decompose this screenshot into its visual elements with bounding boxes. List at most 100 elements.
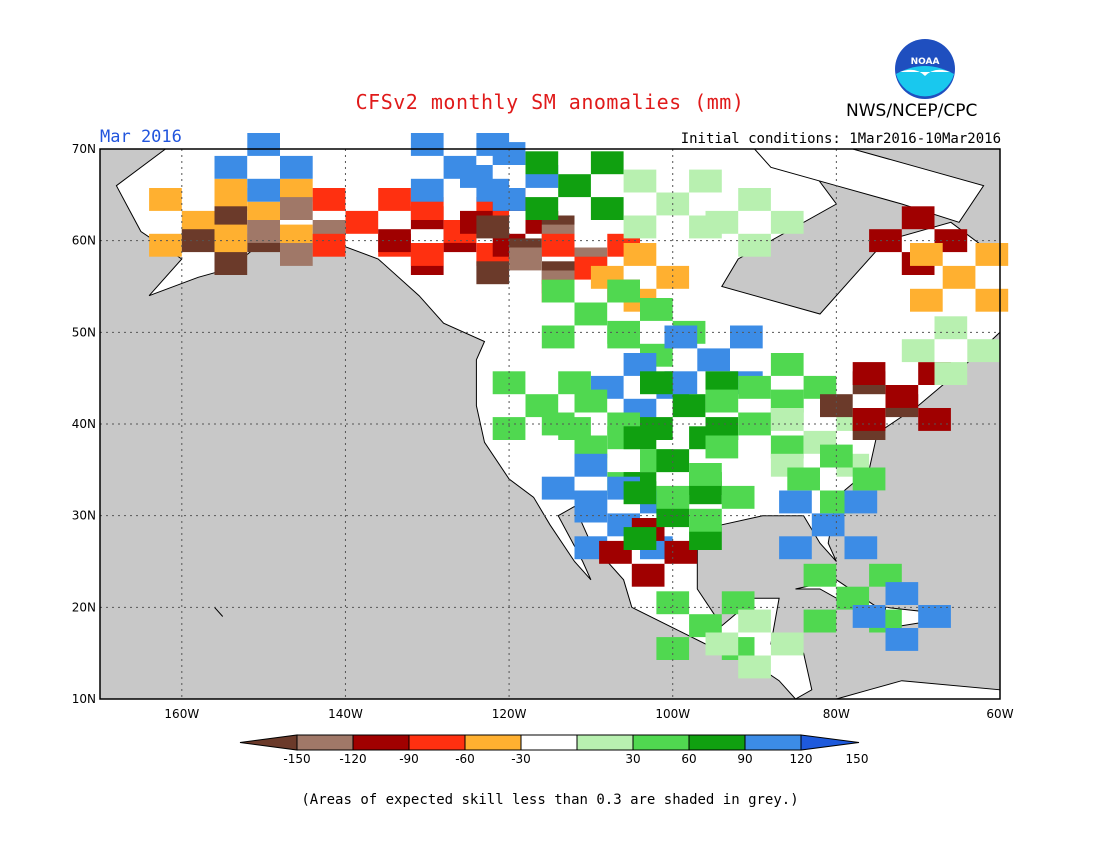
anomaly-cell [181, 229, 215, 253]
anomaly-cell [918, 605, 951, 628]
anomaly-cell [705, 371, 739, 395]
anomaly-cell [623, 481, 657, 505]
anomaly-cell [721, 485, 755, 509]
lat-label: 40N [72, 417, 96, 431]
anomaly-cell [214, 206, 248, 230]
anomaly-cell [492, 142, 526, 165]
anomaly-cell [689, 481, 722, 505]
lon-label: 140W [328, 707, 363, 721]
lat-label: 10N [72, 692, 96, 706]
anomaly-cell [689, 169, 722, 193]
anomaly-cell [844, 490, 878, 514]
anomaly-cell [525, 197, 559, 220]
anomaly-cell [738, 609, 771, 633]
colorbar-tick-label: 90 [737, 752, 752, 766]
anomaly-cell [664, 325, 698, 349]
anomaly-cell [623, 243, 657, 266]
anomaly-cell [410, 243, 444, 266]
anomaly-cell [770, 408, 804, 431]
anomaly-cell [779, 536, 812, 560]
anomaly-cell [631, 563, 665, 587]
colorbar-tick-label: -30 [511, 752, 531, 766]
anomaly-cell [640, 298, 673, 321]
colorbar-swatch [688, 734, 746, 751]
anomaly-cell [181, 210, 215, 234]
anomaly-cell [558, 371, 591, 395]
colorbar-swatch [576, 734, 634, 751]
anomaly-cell [410, 197, 444, 220]
colorbar-tick-label: -90 [399, 752, 419, 766]
anomaly-cell [558, 417, 591, 440]
anomaly-cell [476, 215, 510, 239]
anomaly-cell [280, 155, 313, 179]
anomaly-cell [918, 408, 951, 431]
anomaly-cell [247, 220, 280, 243]
anomaly-cell [541, 476, 575, 500]
landmass-5 [214, 606, 224, 617]
colorbar-swatch [744, 734, 802, 751]
anomaly-cell [901, 206, 935, 230]
anomaly-cell [705, 632, 739, 656]
anomaly-cell [541, 325, 575, 349]
valid-month: Mar 2016 [100, 127, 182, 147]
anomaly-cell [934, 316, 968, 340]
anomaly-cell [721, 591, 755, 615]
anomaly-cell [869, 563, 902, 587]
anomaly-cell [525, 394, 559, 418]
anomaly-cell [730, 325, 763, 349]
lon-label: 80W [823, 707, 850, 721]
lat-label: 30N [72, 509, 96, 523]
anomaly-cell [836, 586, 870, 610]
anomaly-cell [885, 385, 919, 408]
lon-label: 100W [655, 707, 690, 721]
colorbar-tick-label: -120 [339, 752, 366, 766]
anomaly-cell [492, 371, 526, 395]
anomaly-cell [640, 371, 673, 395]
anomaly-cell [738, 375, 771, 399]
lon-label: 120W [492, 707, 527, 721]
anomaly-cell [844, 536, 878, 560]
anomaly-cell [852, 605, 886, 628]
anomaly-cell [852, 362, 886, 385]
logo-text: NOAA [911, 57, 940, 67]
anomaly-cell [656, 449, 690, 473]
anomaly-cell [770, 210, 804, 234]
anomaly-cell [787, 467, 820, 491]
anomaly-cell [247, 178, 280, 202]
anomaly-cell [910, 288, 943, 312]
anomaly-cell [247, 133, 280, 156]
anomaly-cell [656, 265, 690, 289]
anomaly-cell [623, 215, 657, 239]
anomaly-cell [214, 155, 248, 179]
anomaly-cell [689, 463, 722, 486]
anomaly-cell [656, 591, 690, 615]
anomaly-cell [779, 490, 812, 514]
anomaly-cell [852, 467, 886, 491]
map-frame [99, 148, 1001, 700]
anomaly-cell [705, 435, 739, 459]
anomaly-cell [967, 339, 1000, 363]
anomaly-cell [492, 188, 526, 211]
anomaly-cell [820, 394, 853, 418]
anomaly-cell [869, 229, 902, 253]
anomaly-cell [623, 426, 657, 450]
anomaly-cell [590, 197, 624, 220]
graticule [100, 149, 1000, 699]
colorbar-tick-label: -150 [283, 752, 310, 766]
anomaly-cell [214, 178, 248, 202]
anomaly-cell [149, 233, 182, 257]
anomaly-cell [574, 302, 608, 326]
anomaly-cell [689, 527, 722, 550]
anomaly-cell [942, 265, 976, 289]
anomaly-cell [705, 210, 739, 234]
anomaly-cell [689, 614, 722, 638]
anomaly-cell [280, 224, 313, 248]
colorbar-swatch [296, 734, 354, 751]
anomaly-cell [885, 582, 919, 605]
anomaly-cell [975, 243, 1009, 266]
anomaly-cell [214, 252, 248, 275]
anomaly-cell [378, 188, 411, 211]
anomaly-cell [623, 527, 657, 550]
anomaly-cell [541, 233, 575, 257]
